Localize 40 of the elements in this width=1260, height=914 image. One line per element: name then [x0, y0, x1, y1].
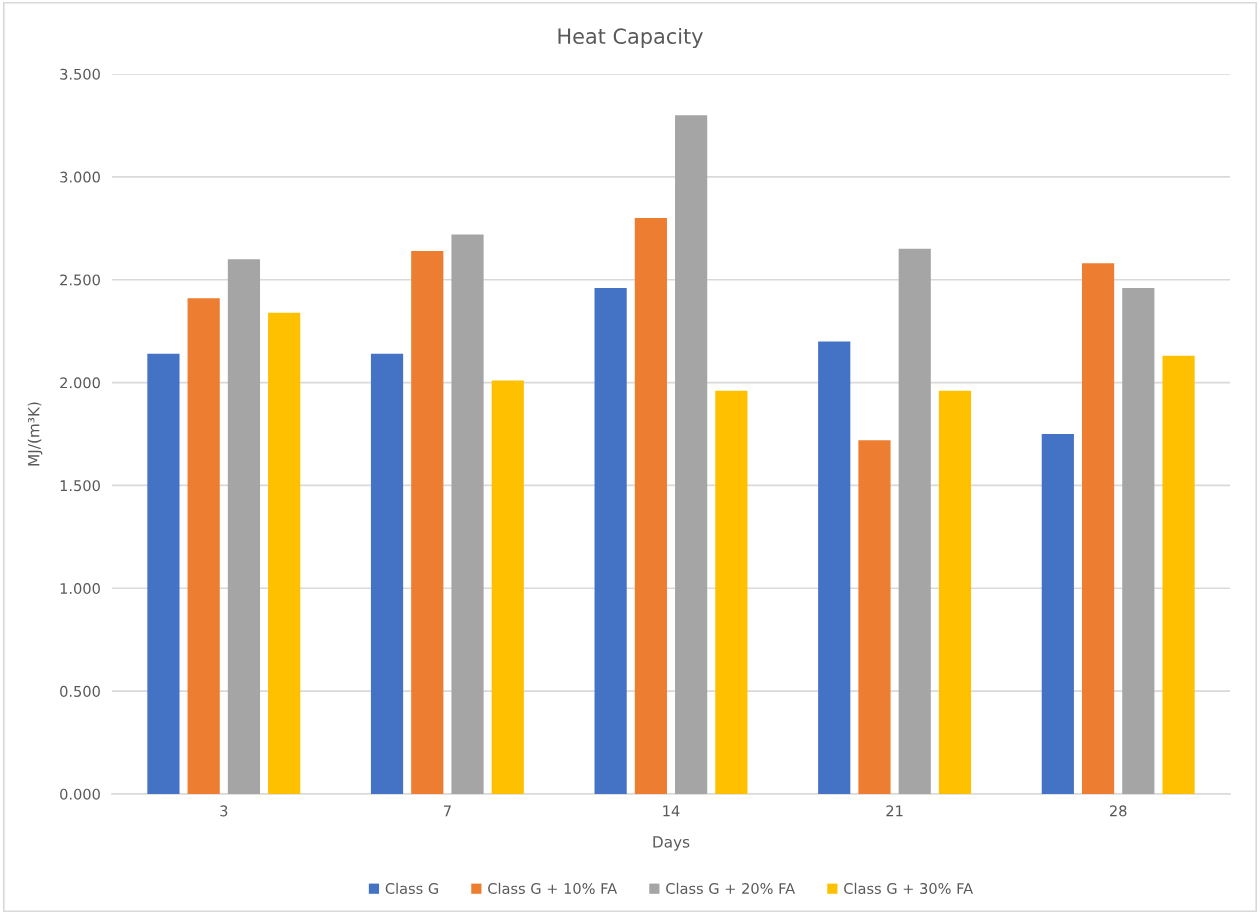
bar: [147, 353, 180, 794]
x-tick-label: 14: [663, 805, 680, 817]
y-tick-label: 2.000: [60, 377, 100, 389]
legend-label: Class G: [385, 882, 438, 895]
y-tick-label: 0.500: [60, 685, 100, 697]
y-tick-label: 3.000: [60, 171, 100, 183]
bar: [675, 115, 708, 794]
bar: [451, 234, 484, 794]
legend-label: Class G + 30% FA: [844, 882, 974, 895]
chart-title: Heat Capacity: [558, 27, 703, 49]
bar: [715, 390, 748, 794]
x-tick-label: 28: [1109, 805, 1127, 817]
bar: [1122, 287, 1155, 794]
bar: [1041, 434, 1074, 794]
bar: [1081, 263, 1115, 794]
x-axis-title: Days: [653, 836, 690, 851]
x-tick-label: 21: [886, 805, 903, 817]
bar: [187, 298, 220, 794]
bar: [227, 259, 261, 794]
bar: [268, 312, 301, 794]
bar: [938, 390, 972, 794]
bar: [898, 248, 931, 794]
legend-label: Class G + 10% FA: [488, 882, 618, 895]
y-tick-label: 2.500: [60, 274, 100, 286]
bar: [818, 341, 851, 794]
bar: [634, 218, 667, 794]
x-tick-label: 7: [443, 805, 451, 817]
legend-label: Class G + 20% FA: [666, 882, 796, 895]
y-tick-label: 0.000: [60, 788, 100, 800]
y-axis-title: MJ/(m³K): [27, 402, 43, 466]
bar: [1162, 355, 1195, 794]
bar: [491, 380, 524, 794]
x-tick-label: 3: [220, 805, 228, 817]
y-tick-label: 1.000: [60, 583, 100, 595]
y-tick-label: 1.500: [60, 480, 100, 492]
bar: [411, 250, 444, 794]
bar: [858, 440, 891, 794]
bar: [594, 287, 627, 794]
y-tick-label: 3.500: [60, 68, 100, 80]
bar: [370, 353, 404, 794]
